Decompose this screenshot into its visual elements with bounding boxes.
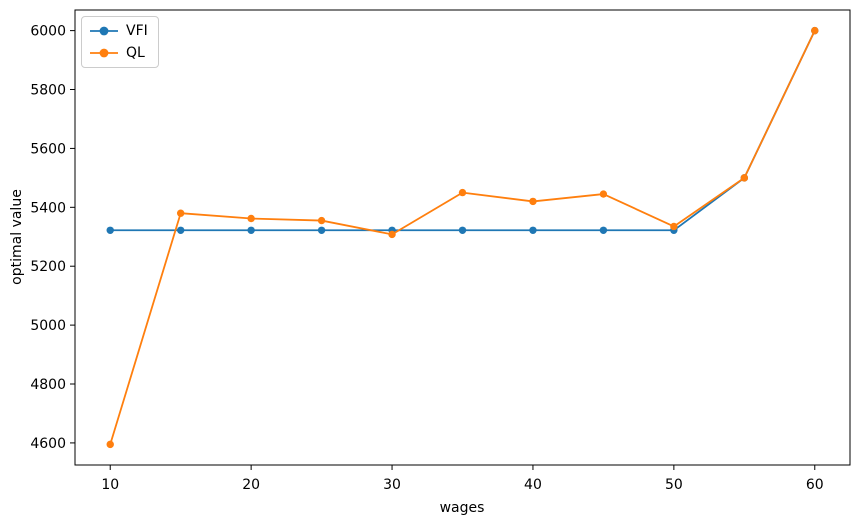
data-point-ql xyxy=(599,190,608,198)
x-axis-label: wages xyxy=(439,500,485,516)
data-point-vfi xyxy=(529,226,537,234)
y-tick-label: 5000 xyxy=(30,318,66,334)
data-point-vfi xyxy=(176,226,185,234)
legend-label: QL xyxy=(126,45,145,61)
y-tick-label: 5800 xyxy=(30,83,66,99)
data-point-ql xyxy=(740,174,749,182)
data-point-ql xyxy=(529,197,537,206)
y-axis-label: optimal value xyxy=(9,189,25,285)
x-tick-label: 40 xyxy=(524,477,542,493)
legend: VFI QL xyxy=(81,16,159,68)
x-tick-label: 10 xyxy=(101,477,119,493)
series-line-ql xyxy=(109,29,816,446)
data-point-vfi xyxy=(458,226,467,234)
data-point-vfi xyxy=(106,226,114,234)
data-point-ql xyxy=(106,440,114,449)
data-point-ql xyxy=(317,216,326,225)
x-tick-label: 50 xyxy=(665,477,683,493)
data-point-ql xyxy=(811,26,819,35)
data-point-ql xyxy=(176,209,185,217)
y-tick-label: 6000 xyxy=(30,24,66,40)
data-point-ql xyxy=(388,230,396,239)
y-tick-label: 5600 xyxy=(30,141,66,157)
y-tick-label: 4800 xyxy=(30,377,66,393)
y-tick-label: 5400 xyxy=(30,200,66,216)
data-point-vfi xyxy=(317,226,326,234)
series-line-vfi xyxy=(109,29,816,232)
y-tick-label: 4600 xyxy=(30,436,66,452)
axes-spines xyxy=(74,9,851,466)
x-tick-label: 60 xyxy=(806,477,824,493)
legend-entry-ql: QL xyxy=(89,44,148,62)
x-tick-label: 20 xyxy=(242,477,260,493)
legend-marker-vfi-icon xyxy=(90,26,118,36)
legend-marker-ql-icon xyxy=(90,48,118,58)
data-point-ql xyxy=(247,214,255,223)
x-tick-label: 30 xyxy=(383,477,401,493)
y-tick-label: 5200 xyxy=(30,259,66,275)
data-point-ql xyxy=(670,222,678,231)
legend-label: VFI xyxy=(126,23,148,39)
data-point-vfi xyxy=(247,226,255,234)
data-point-vfi xyxy=(599,226,608,234)
data-point-ql xyxy=(458,188,467,197)
legend-entry-vfi: VFI xyxy=(89,22,148,40)
